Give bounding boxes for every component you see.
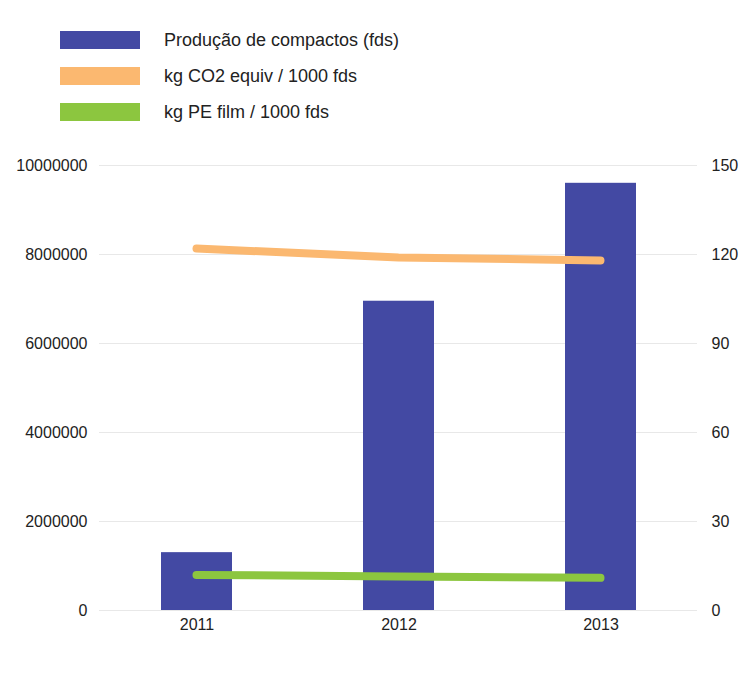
svg-text:120: 120	[712, 246, 739, 263]
svg-text:2013: 2013	[583, 616, 619, 633]
svg-text:10000000: 10000000	[16, 157, 87, 174]
svg-text:6000000: 6000000	[25, 335, 87, 352]
svg-text:8000000: 8000000	[25, 246, 87, 263]
svg-text:150: 150	[712, 157, 739, 174]
svg-text:4000000: 4000000	[25, 424, 87, 441]
html-text:kg CO2 equiv / 1000 fds: kg CO2 equiv / 1000 fds	[164, 65, 358, 86]
svg-text:0: 0	[79, 602, 88, 619]
svg-text:90: 90	[712, 335, 730, 352]
svg-text:2012: 2012	[381, 616, 417, 633]
html-text:kg PE film / 1000 fds: kg PE film / 1000 fds	[164, 101, 330, 122]
svg-text:60: 60	[712, 424, 730, 441]
svg-text:2011: 2011	[180, 616, 215, 633]
svg-text:2000000: 2000000	[25, 513, 87, 530]
svg-text:30: 30	[712, 513, 730, 530]
html-text:Produção de compactos (fds): Produção de compactos (fds)	[164, 29, 400, 50]
svg-text:0: 0	[712, 602, 721, 619]
